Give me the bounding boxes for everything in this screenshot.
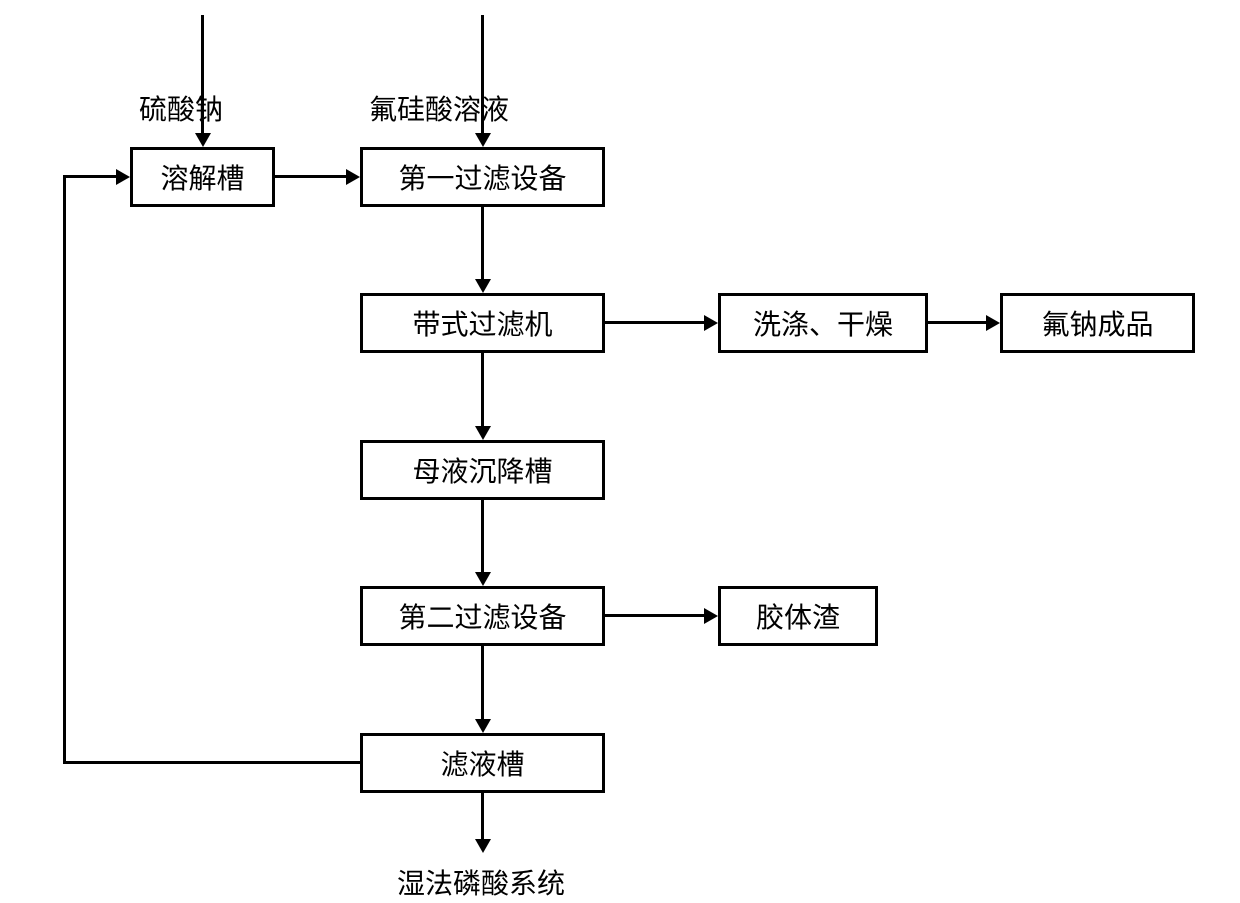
box-filtrate-tank: 滤液槽 xyxy=(360,733,605,793)
label-output: 湿法磷酸系统 xyxy=(397,862,565,902)
arrow-belt-wash-line xyxy=(605,321,706,324)
box-wash-dry: 洗涤、干燥 xyxy=(718,293,928,353)
arrow-filter2-residue-line xyxy=(605,614,706,617)
label-input2-text: 氟硅酸溶液 xyxy=(369,95,509,126)
arrow-wash-product-line xyxy=(928,321,988,324)
label-input1: 硫酸钠 xyxy=(139,88,223,128)
arrow-settle-filter2-line xyxy=(481,500,484,574)
box-residue: 胶体渣 xyxy=(718,586,878,646)
box-wash-dry-text: 洗涤、干燥 xyxy=(753,303,893,343)
label-input1-text: 硫酸钠 xyxy=(139,95,223,126)
box-belt-filter: 带式过滤机 xyxy=(360,293,605,353)
arrow-belt-settle-head xyxy=(475,426,491,440)
box-filter2: 第二过滤设备 xyxy=(360,586,605,646)
arrow-belt-wash-head xyxy=(704,315,718,331)
arrow-filtrate-output-head xyxy=(475,839,491,853)
label-input2: 氟硅酸溶液 xyxy=(369,88,509,128)
arrow-filter1-belt-head xyxy=(475,279,491,293)
arrow-input1-line xyxy=(201,15,204,135)
arrow-filter2-filtrate-line xyxy=(481,646,484,721)
arrow-input2-line xyxy=(481,15,484,135)
arrow-filtrate-output-line xyxy=(481,793,484,841)
arrow-belt-settle-line xyxy=(481,353,484,428)
box-filtrate-tank-text: 滤液槽 xyxy=(440,743,524,783)
arrow-input2-head xyxy=(475,133,491,147)
arrow-recycle-h2 xyxy=(63,175,118,178)
label-output-text: 湿法磷酸系统 xyxy=(397,869,565,900)
arrow-filter2-filtrate-head xyxy=(475,719,491,733)
box-residue-text: 胶体渣 xyxy=(756,596,840,636)
box-product: 氟钠成品 xyxy=(1000,293,1195,353)
box-product-text: 氟钠成品 xyxy=(1041,303,1153,343)
arrow-wash-product-head xyxy=(986,315,1000,331)
arrow-dissolve-filter1-line xyxy=(275,175,348,178)
arrow-filter2-residue-head xyxy=(704,608,718,624)
box-dissolve-tank-text: 溶解槽 xyxy=(160,157,244,197)
box-belt-filter-text: 带式过滤机 xyxy=(412,303,552,343)
arrow-dissolve-filter1-head xyxy=(346,169,360,185)
arrow-recycle-v xyxy=(63,175,66,764)
arrow-recycle-h1 xyxy=(63,761,360,764)
box-settling-tank-text: 母液沉降槽 xyxy=(412,450,552,490)
box-dissolve-tank: 溶解槽 xyxy=(130,147,275,207)
box-filter1: 第一过滤设备 xyxy=(360,147,605,207)
box-filter2-text: 第二过滤设备 xyxy=(398,596,566,636)
arrow-recycle-head xyxy=(116,169,130,185)
arrow-settle-filter2-head xyxy=(475,572,491,586)
arrow-input1-head xyxy=(195,133,211,147)
arrow-filter1-belt-line xyxy=(481,207,484,281)
box-filter1-text: 第一过滤设备 xyxy=(398,157,566,197)
box-settling-tank: 母液沉降槽 xyxy=(360,440,605,500)
